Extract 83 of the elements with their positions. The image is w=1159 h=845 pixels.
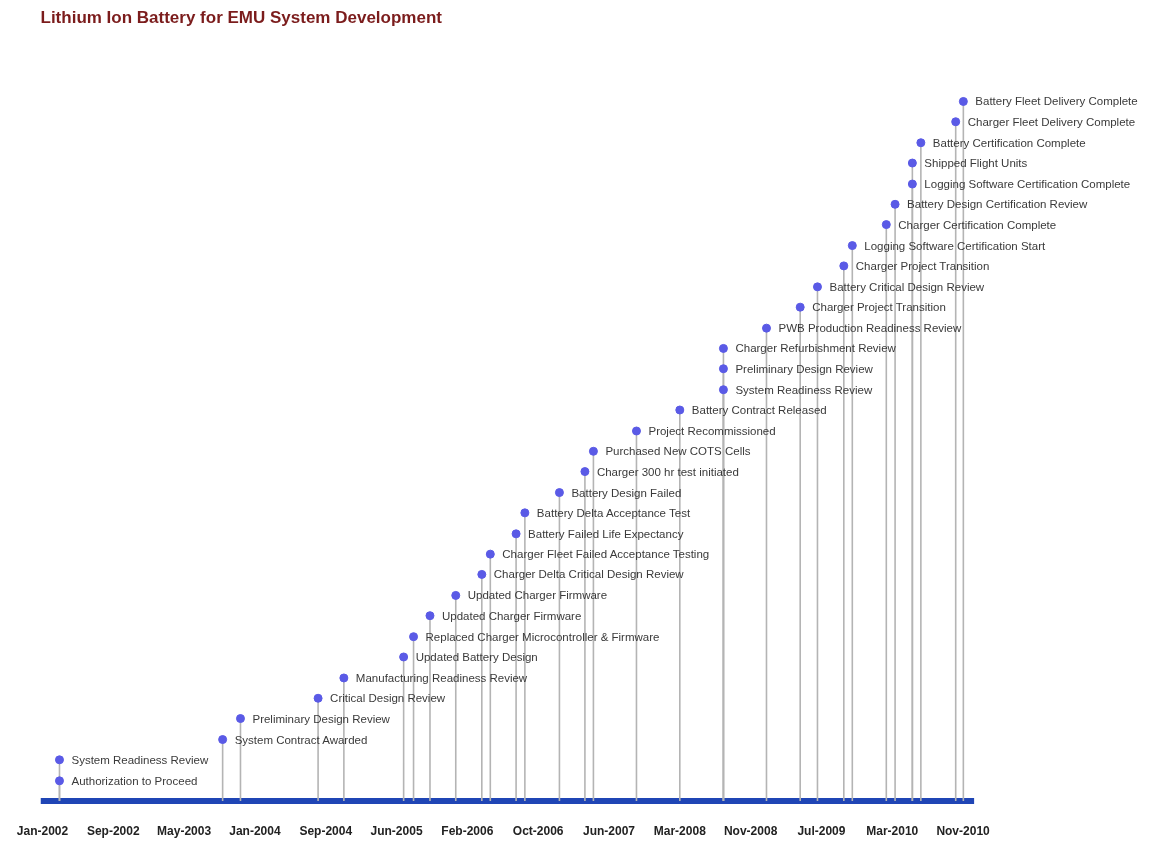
x-tick-label: Oct-2006 xyxy=(512,823,564,838)
point xyxy=(520,508,530,518)
x-tick-label: Nov-2010 xyxy=(936,823,991,838)
point xyxy=(399,652,409,662)
annotation: Manufacturing Readiness Review xyxy=(355,671,528,684)
annotation: Logging Software Certification Start xyxy=(864,239,1047,252)
point xyxy=(812,282,822,292)
annotation: Critical Design Review xyxy=(330,692,446,705)
point xyxy=(409,632,419,642)
annotation: Charger Fleet Delivery Complete xyxy=(967,115,1136,128)
x-tick-label: May-2003 xyxy=(157,823,212,838)
annotation: System Readiness Review xyxy=(735,383,873,396)
point xyxy=(235,714,245,724)
annotation: Charger Delta Critical Design Review xyxy=(493,568,685,581)
x-tick-label: Sep-2004 xyxy=(299,823,353,838)
annotation: Charger Project Transition xyxy=(812,301,946,314)
annotation: Updated Charger Firmware xyxy=(467,589,608,602)
x-tick-label: Sep-2002 xyxy=(86,823,140,838)
point xyxy=(718,364,728,374)
x-tick-label: Mar-2010 xyxy=(866,823,919,838)
annotation: Preliminary Design Review xyxy=(735,362,874,375)
annotation: Battery Design Certification Review xyxy=(907,198,1089,211)
annotation: Replaced Charger Microcontroller & Firmware xyxy=(425,630,660,643)
point xyxy=(511,529,521,539)
point xyxy=(339,673,349,683)
annotation: Battery Delta Acceptance Test xyxy=(536,506,691,519)
point xyxy=(881,220,891,230)
point xyxy=(907,179,917,189)
chart-title: Lithium Ion Battery for EMU System Development xyxy=(40,7,443,27)
point xyxy=(675,405,685,415)
point xyxy=(761,323,771,333)
annotation: Logging Software Certification Complete xyxy=(924,178,1131,191)
point xyxy=(951,117,961,127)
annotation: System Contract Awarded xyxy=(234,733,368,746)
point xyxy=(847,241,857,251)
annotation: Authorization to Proceed xyxy=(71,774,198,787)
point xyxy=(907,158,917,168)
annotation: Charger 300 hr test initiated xyxy=(596,465,739,478)
point xyxy=(54,776,64,786)
point xyxy=(718,385,728,395)
point xyxy=(485,549,495,559)
point xyxy=(795,302,805,312)
annotation: Battery Design Failed xyxy=(571,486,682,499)
annotation: Charger Fleet Failed Acceptance Testing xyxy=(502,548,710,561)
annotation: Charger Certification Complete xyxy=(898,218,1057,231)
annotation: Battery Contract Released xyxy=(691,404,827,417)
x-tick-label: Feb-2006 xyxy=(441,823,494,838)
point xyxy=(54,755,64,765)
point xyxy=(218,735,228,745)
x-tick-label: Jan-2004 xyxy=(229,823,281,838)
point xyxy=(839,261,849,271)
annotation: PWB Production Readiness Review xyxy=(778,322,962,335)
annotation: Updated Charger Firmware xyxy=(441,609,582,622)
annotation: Charger Refurbishment Review xyxy=(735,342,897,355)
annotation: System Readiness Review xyxy=(71,753,209,766)
point xyxy=(588,446,598,456)
x-tick-label: Jul-2009 xyxy=(797,823,846,838)
annotation: Preliminary Design Review xyxy=(252,712,391,725)
annotation: Battery Fleet Delivery Complete xyxy=(975,95,1138,108)
point xyxy=(554,488,564,498)
point xyxy=(718,343,728,353)
annotation: Purchased New COTS Cells xyxy=(605,445,751,458)
point xyxy=(916,138,926,148)
x-tick-label: Jun-2005 xyxy=(370,823,423,838)
point xyxy=(890,199,900,209)
annotation: Charger Project Transition xyxy=(855,259,990,272)
point xyxy=(313,693,323,703)
point xyxy=(958,96,968,106)
annotation: Shipped Flight Units xyxy=(924,157,1028,170)
x-tick-label: Mar-2008 xyxy=(653,823,707,838)
point xyxy=(425,611,435,621)
annotation: Project Recommissioned xyxy=(648,424,776,437)
point xyxy=(631,426,641,436)
point xyxy=(477,569,487,579)
annotation: Battery Critical Design Review xyxy=(829,280,985,293)
annotation: Battery Certification Complete xyxy=(932,136,1086,149)
x-tick-label: Jun-2007 xyxy=(582,823,636,838)
x-tick-label: Nov-2008 xyxy=(723,823,778,838)
point xyxy=(451,590,461,600)
point xyxy=(580,467,590,477)
annotation: Battery Failed Life Expectancy xyxy=(528,527,684,540)
x-tick-label: Jan-2002 xyxy=(16,823,69,838)
annotation: Updated Battery Design xyxy=(415,650,538,663)
